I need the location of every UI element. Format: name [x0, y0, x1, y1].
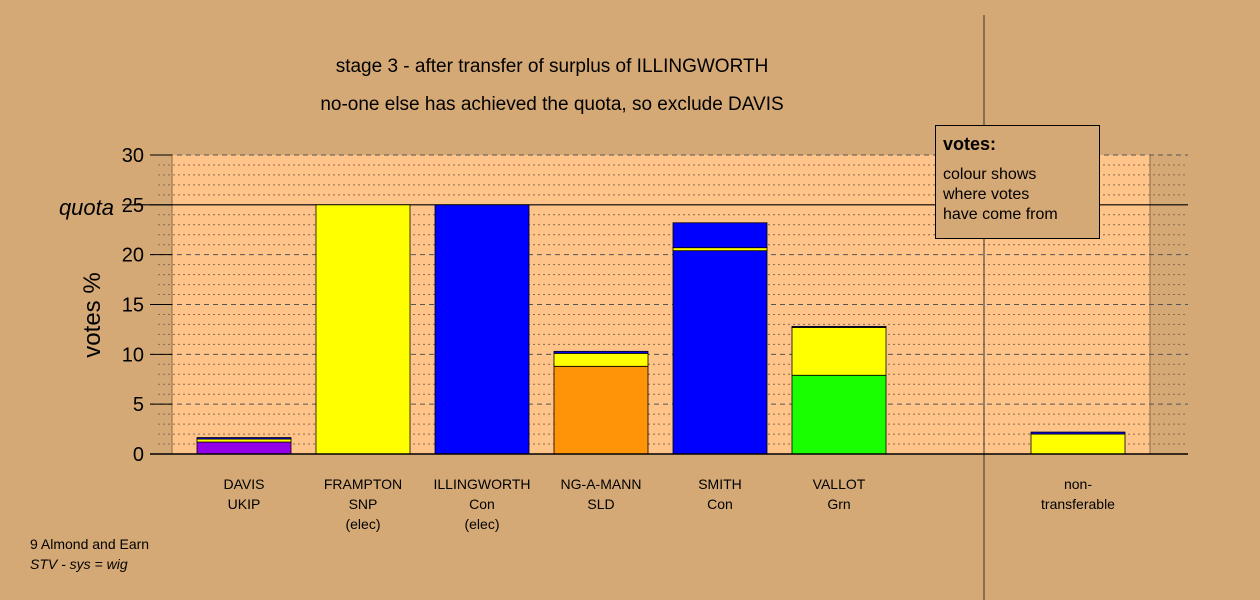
category-label-line: SNP — [348, 496, 378, 512]
category-label-line: (elec) — [464, 516, 500, 532]
category-label-line: (elec) — [345, 516, 381, 532]
category-label-line: FRAMPTON — [323, 476, 403, 492]
bar-stack — [553, 350, 649, 455]
bar-segment — [553, 350, 649, 354]
bar-segment — [791, 326, 887, 328]
bar-stack — [791, 326, 887, 455]
bar-segment — [1030, 431, 1126, 435]
bars — [196, 204, 1126, 455]
category-label-line: Grn — [827, 496, 851, 512]
legend-title: votes: — [943, 134, 997, 154]
bar-segment — [315, 204, 411, 455]
y-tick-label: 20 — [122, 245, 144, 267]
bar-segment — [196, 437, 292, 440]
footer-ward: 9 Almond and Earn — [30, 536, 150, 552]
category-label-line: SLD — [587, 496, 615, 512]
y-tick-labels: 0 5 10 15 20 25 30 — [122, 145, 172, 466]
bar-segment — [196, 441, 292, 455]
bar-segment — [791, 327, 887, 376]
category-label-line: ILLINGWORTH — [433, 476, 531, 492]
bar-stack — [434, 204, 530, 455]
legend-line: where votes — [943, 186, 1030, 203]
bar-segment — [672, 250, 768, 455]
category-label: FRAMPTON SNP (elec) — [298, 474, 428, 534]
bar-stack — [315, 204, 411, 455]
bar-segment — [791, 374, 887, 455]
y-tick-label: 10 — [122, 344, 144, 366]
bar-segment — [553, 365, 649, 455]
category-label-line: Con — [469, 496, 495, 512]
legend-line: have come from — [943, 206, 1058, 223]
category-label: NG-A-MANN SLD — [536, 474, 666, 514]
legend: votes: colour shows where votes have com… — [935, 125, 1100, 239]
bar-segment — [196, 438, 292, 443]
chart-subtitle: no-one else has achieved the quota, so e… — [320, 94, 784, 115]
category-label-line: NG-A-MANN — [560, 476, 642, 492]
bar-stack — [196, 437, 292, 455]
category-label: VALLOT Grn — [774, 474, 904, 514]
chart-title: stage 3 - after transfer of surplus of I… — [335, 56, 769, 77]
bar-segment — [553, 352, 649, 367]
bar-segment — [1030, 433, 1126, 455]
category-label-line: DAVIS — [223, 476, 265, 492]
category-label-line: UKIP — [227, 496, 261, 512]
category-label-line: non- — [1063, 476, 1093, 492]
category-label-line: transferable — [1041, 496, 1115, 512]
footer-system: STV - sys = wig — [30, 556, 128, 572]
bar-segment — [434, 204, 530, 455]
category-label-line: VALLOT — [812, 476, 866, 492]
y-tick-label: 15 — [122, 295, 144, 317]
y-axis-label: votes % — [79, 272, 106, 357]
y-tick-label: 5 — [133, 394, 144, 416]
bar-segment — [672, 247, 768, 252]
y-tick-label: 0 — [133, 444, 144, 466]
category-label: SMITH Con — [655, 474, 785, 514]
category-label: ILLINGWORTH Con (elec) — [417, 474, 547, 534]
y-tick-label: 30 — [122, 145, 144, 167]
category-label-line: Con — [707, 496, 733, 512]
bar-stack — [672, 222, 768, 455]
quota-label: quota — [59, 195, 114, 220]
bar-stack — [1030, 431, 1126, 455]
category-label: non-transferable — [1013, 474, 1143, 514]
legend-line: colour shows — [943, 166, 1037, 183]
category-label: DAVIS UKIP — [179, 474, 309, 514]
bar-segment — [672, 222, 768, 249]
category-label-line: SMITH — [698, 476, 742, 492]
y-tick-label: 25 — [122, 195, 144, 217]
